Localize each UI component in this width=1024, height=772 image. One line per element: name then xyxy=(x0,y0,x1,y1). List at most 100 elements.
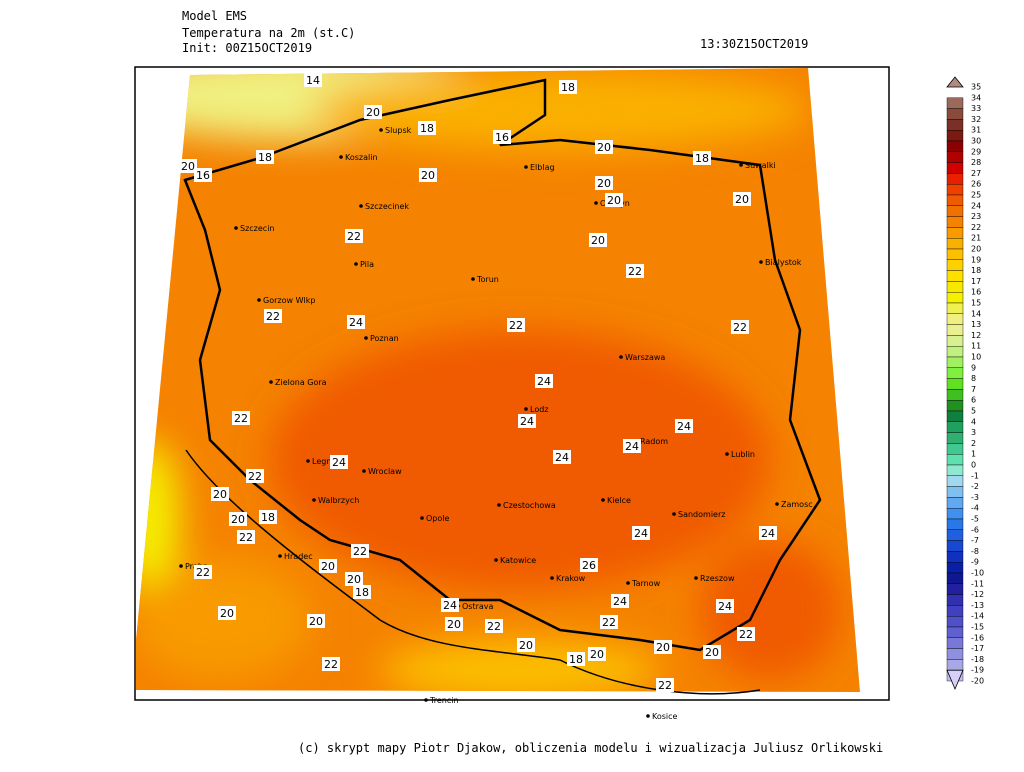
contour-label: 22 xyxy=(347,230,361,243)
contour-label-box xyxy=(345,229,363,243)
colorbar-band xyxy=(946,227,964,239)
colorbar-band xyxy=(946,616,964,628)
colorbar-label: 18 xyxy=(971,266,981,275)
contour-label: 20 xyxy=(181,160,195,173)
city-label: Szczecinek xyxy=(365,202,409,211)
contour-label: 20 xyxy=(597,177,611,190)
colorbar-band xyxy=(946,659,964,671)
colorbar-label: -19 xyxy=(971,666,984,675)
colorbar-band xyxy=(946,529,964,541)
city-label: Szczecin xyxy=(240,224,275,233)
colorbar-label: -11 xyxy=(971,579,984,588)
city-label: Trencin xyxy=(429,696,459,705)
contour-label: 22 xyxy=(733,321,747,334)
contour-label-box xyxy=(553,450,571,464)
city-label: Sandomierz xyxy=(678,510,725,519)
colorbar-band xyxy=(946,302,964,315)
colorbar-label: 3 xyxy=(971,428,976,437)
city-dot xyxy=(420,516,424,520)
colorbar-label: 29 xyxy=(971,147,981,156)
init-time: Init: 00Z15OCT2019 xyxy=(182,41,312,55)
contour-label: 22 xyxy=(234,412,248,425)
city-dot xyxy=(550,576,554,580)
contour-label: 24 xyxy=(349,316,363,329)
city-label: Kosice xyxy=(652,712,678,721)
contour-label-box xyxy=(595,140,613,154)
contour-label-box xyxy=(518,414,536,428)
city-label: Hradec xyxy=(284,552,313,561)
contour-label-box xyxy=(493,130,511,144)
contour-label-box xyxy=(623,439,641,453)
contour-label: 18 xyxy=(420,122,434,135)
contour-label-box xyxy=(364,105,382,119)
city-dot xyxy=(312,498,316,502)
colorbar-label: -2 xyxy=(971,482,979,491)
country-border xyxy=(183,78,822,652)
colorbar-label: 34 xyxy=(971,93,981,102)
contour-label: 22 xyxy=(324,658,338,671)
colorbar-band xyxy=(946,292,964,304)
colorbar-band xyxy=(946,335,964,347)
city-label: Slupsk xyxy=(385,126,412,135)
colorbar-band xyxy=(946,475,964,487)
contour-label: 20 xyxy=(231,513,245,526)
contour-label: 24 xyxy=(761,527,775,540)
colorbar-band xyxy=(946,151,964,163)
contour-label: 22 xyxy=(739,628,753,641)
city-dot xyxy=(759,260,763,264)
colorbar-band xyxy=(946,183,964,196)
contour-label-box xyxy=(731,320,749,334)
colorbar-label: 27 xyxy=(971,169,981,178)
contour-label-box xyxy=(589,233,607,247)
contour-label: 22 xyxy=(628,265,642,278)
colorbar-label: -5 xyxy=(971,515,979,524)
colorbar-label: 14 xyxy=(971,309,981,318)
city-label: Gorzow Wlkp xyxy=(263,296,315,305)
colorbar-band xyxy=(946,173,964,185)
colorbar-label: 5 xyxy=(971,407,976,416)
city-label: Warszawa xyxy=(625,353,665,362)
city-label: Ostrava xyxy=(462,602,494,611)
city-label: Walbrzych xyxy=(318,496,359,505)
contour-label: 24 xyxy=(443,599,457,612)
contour-label: 26 xyxy=(582,559,596,572)
colorbar-label: 4 xyxy=(971,417,976,426)
colorbar-label: -15 xyxy=(971,623,984,632)
colorbar-band xyxy=(946,421,964,433)
colorbar-band xyxy=(946,497,964,509)
city-dot xyxy=(494,558,498,562)
colorbar-band xyxy=(946,140,964,153)
colorbar-band xyxy=(946,432,964,444)
colorbar-band xyxy=(946,194,964,207)
colorbar-label: -8 xyxy=(971,547,979,556)
city-dot xyxy=(339,155,343,159)
colorbar-label: 9 xyxy=(971,363,976,372)
colorbar-band xyxy=(946,400,964,412)
colorbar-label: -17 xyxy=(971,644,984,653)
temperature-field xyxy=(136,68,860,692)
colorbar-cap xyxy=(946,76,964,88)
contour-label-box xyxy=(232,411,250,425)
colorbar-band xyxy=(946,281,964,293)
colorbar-band xyxy=(946,324,964,336)
contour-label-box xyxy=(194,168,212,182)
colorbar-band xyxy=(946,119,964,131)
colorbar-label: 2 xyxy=(971,439,976,448)
city-dot xyxy=(269,380,273,384)
city-dot xyxy=(524,407,528,411)
colorbar-band xyxy=(946,237,964,250)
city-label: Poznan xyxy=(370,334,399,343)
contour-label-box xyxy=(693,151,711,165)
colorbar-band xyxy=(946,162,964,174)
city-dot xyxy=(359,204,363,208)
colorbar-band xyxy=(946,205,964,217)
city-dot xyxy=(234,226,238,230)
contour-label-box xyxy=(441,598,459,612)
colorbar-band xyxy=(946,389,964,401)
contour-label-box xyxy=(716,599,734,613)
colorbar-label: 28 xyxy=(971,158,981,167)
city-label: Suwalki xyxy=(745,161,776,170)
contour-label-box xyxy=(418,121,436,135)
city-label: Wroclaw xyxy=(368,467,402,476)
contour-label: 22 xyxy=(248,470,262,483)
